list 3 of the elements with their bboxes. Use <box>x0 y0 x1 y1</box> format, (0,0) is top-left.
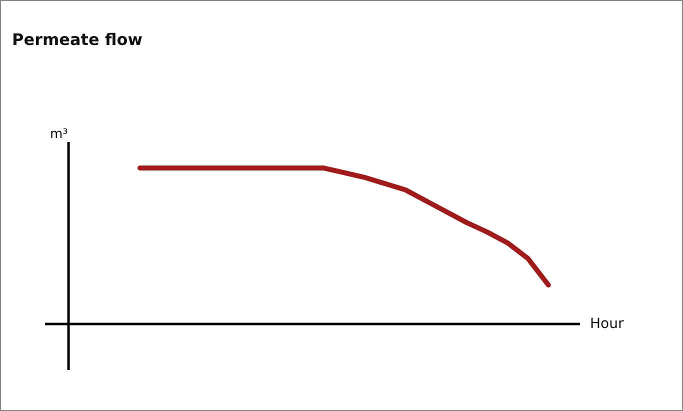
x-axis-title: Hour <box>590 316 624 332</box>
text: m³ <box>50 127 68 142</box>
chart-title: Permeate flow <box>12 30 142 49</box>
